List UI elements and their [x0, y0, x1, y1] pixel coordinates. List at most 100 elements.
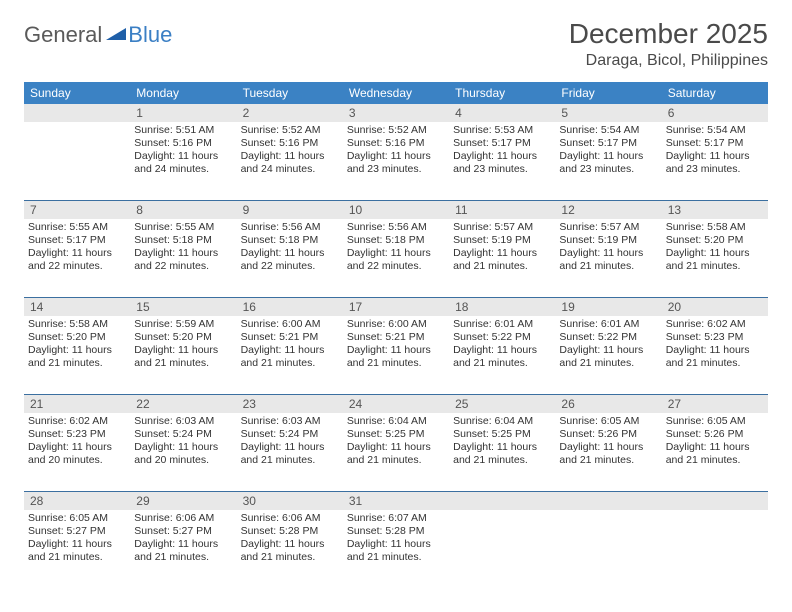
day1-text: Daylight: 11 hours	[28, 538, 126, 551]
sunrise-text: Sunrise: 5:57 AM	[453, 221, 551, 234]
day-number: 1	[130, 104, 236, 122]
day1-text: Daylight: 11 hours	[559, 344, 657, 357]
day2-text: and 23 minutes.	[666, 163, 764, 176]
sunrise-text: Sunrise: 6:00 AM	[347, 318, 445, 331]
day2-text: and 21 minutes.	[453, 260, 551, 273]
week-row: Sunrise: 6:05 AMSunset: 5:27 PMDaylight:…	[24, 510, 768, 588]
day-number: 9	[237, 201, 343, 219]
day-cell: Sunrise: 6:02 AMSunset: 5:23 PMDaylight:…	[662, 316, 768, 394]
sunset-text: Sunset: 5:19 PM	[453, 234, 551, 247]
day-number: 27	[662, 395, 768, 413]
day2-text: and 24 minutes.	[134, 163, 232, 176]
day-number: 20	[662, 298, 768, 316]
sunset-text: Sunset: 5:18 PM	[347, 234, 445, 247]
day1-text: Daylight: 11 hours	[453, 247, 551, 260]
day2-text: and 21 minutes.	[241, 454, 339, 467]
day-number: 24	[343, 395, 449, 413]
day2-text: and 21 minutes.	[559, 357, 657, 370]
day-number: 11	[449, 201, 555, 219]
sunrise-text: Sunrise: 6:00 AM	[241, 318, 339, 331]
sunrise-text: Sunrise: 5:54 AM	[666, 124, 764, 137]
sunrise-text: Sunrise: 5:57 AM	[559, 221, 657, 234]
day1-text: Daylight: 11 hours	[666, 441, 764, 454]
logo-triangle-icon	[106, 26, 126, 45]
day2-text: and 21 minutes.	[453, 454, 551, 467]
day-number: 8	[130, 201, 236, 219]
day1-text: Daylight: 11 hours	[347, 538, 445, 551]
day-cell: Sunrise: 6:03 AMSunset: 5:24 PMDaylight:…	[130, 413, 236, 491]
sunrise-text: Sunrise: 6:03 AM	[134, 415, 232, 428]
weekday-monday: Monday	[130, 82, 236, 104]
sunset-text: Sunset: 5:21 PM	[241, 331, 339, 344]
day2-text: and 21 minutes.	[347, 357, 445, 370]
sunrise-text: Sunrise: 5:56 AM	[241, 221, 339, 234]
sunrise-text: Sunrise: 6:02 AM	[28, 415, 126, 428]
sunrise-text: Sunrise: 6:05 AM	[666, 415, 764, 428]
week-row: Sunrise: 5:55 AMSunset: 5:17 PMDaylight:…	[24, 219, 768, 298]
day2-text: and 21 minutes.	[347, 454, 445, 467]
weekday-header-row: Sunday Monday Tuesday Wednesday Thursday…	[24, 82, 768, 104]
sunrise-text: Sunrise: 5:51 AM	[134, 124, 232, 137]
day-number: 2	[237, 104, 343, 122]
sunset-text: Sunset: 5:20 PM	[28, 331, 126, 344]
day2-text: and 22 minutes.	[28, 260, 126, 273]
sunset-text: Sunset: 5:27 PM	[28, 525, 126, 538]
sunset-text: Sunset: 5:21 PM	[347, 331, 445, 344]
sunrise-text: Sunrise: 5:54 AM	[559, 124, 657, 137]
day2-text: and 22 minutes.	[134, 260, 232, 273]
day-number: 14	[24, 298, 130, 316]
sunrise-text: Sunrise: 6:02 AM	[666, 318, 764, 331]
sunset-text: Sunset: 5:24 PM	[241, 428, 339, 441]
weekday-wednesday: Wednesday	[343, 82, 449, 104]
sunrise-text: Sunrise: 5:53 AM	[453, 124, 551, 137]
daynum-row: 123456	[24, 104, 768, 122]
sunset-text: Sunset: 5:16 PM	[241, 137, 339, 150]
day1-text: Daylight: 11 hours	[347, 150, 445, 163]
calendar-page: General Blue December 2025 Daraga, Bicol…	[0, 0, 792, 600]
day-cell: Sunrise: 6:07 AMSunset: 5:28 PMDaylight:…	[343, 510, 449, 588]
day-cell	[449, 510, 555, 588]
day1-text: Daylight: 11 hours	[241, 538, 339, 551]
weekday-tuesday: Tuesday	[237, 82, 343, 104]
sunrise-text: Sunrise: 6:03 AM	[241, 415, 339, 428]
day-cell: Sunrise: 5:57 AMSunset: 5:19 PMDaylight:…	[449, 219, 555, 297]
sunset-text: Sunset: 5:20 PM	[134, 331, 232, 344]
day-number: 26	[555, 395, 661, 413]
sunrise-text: Sunrise: 6:06 AM	[134, 512, 232, 525]
day-number	[24, 104, 130, 122]
weekday-friday: Friday	[555, 82, 661, 104]
day2-text: and 21 minutes.	[559, 260, 657, 273]
day1-text: Daylight: 11 hours	[559, 150, 657, 163]
day-cell	[662, 510, 768, 588]
day-number: 4	[449, 104, 555, 122]
logo-text-gray: General	[24, 22, 102, 48]
week-row: Sunrise: 5:58 AMSunset: 5:20 PMDaylight:…	[24, 316, 768, 395]
day-number: 22	[130, 395, 236, 413]
day-cell: Sunrise: 5:58 AMSunset: 5:20 PMDaylight:…	[662, 219, 768, 297]
day-cell: Sunrise: 6:06 AMSunset: 5:27 PMDaylight:…	[130, 510, 236, 588]
day2-text: and 21 minutes.	[134, 551, 232, 564]
day2-text: and 21 minutes.	[666, 357, 764, 370]
day-cell: Sunrise: 5:53 AMSunset: 5:17 PMDaylight:…	[449, 122, 555, 200]
day-cell: Sunrise: 5:56 AMSunset: 5:18 PMDaylight:…	[343, 219, 449, 297]
day-cell: Sunrise: 6:04 AMSunset: 5:25 PMDaylight:…	[449, 413, 555, 491]
day-number: 12	[555, 201, 661, 219]
day2-text: and 21 minutes.	[666, 454, 764, 467]
day2-text: and 21 minutes.	[453, 357, 551, 370]
day-number	[662, 492, 768, 510]
daynum-row: 78910111213	[24, 201, 768, 219]
logo: General Blue	[24, 22, 172, 48]
day-number: 23	[237, 395, 343, 413]
page-header: General Blue December 2025 Daraga, Bicol…	[24, 18, 768, 70]
sunset-text: Sunset: 5:18 PM	[134, 234, 232, 247]
day2-text: and 22 minutes.	[241, 260, 339, 273]
day-number: 16	[237, 298, 343, 316]
sunset-text: Sunset: 5:17 PM	[453, 137, 551, 150]
day-cell: Sunrise: 5:54 AMSunset: 5:17 PMDaylight:…	[555, 122, 661, 200]
day-cell: Sunrise: 5:56 AMSunset: 5:18 PMDaylight:…	[237, 219, 343, 297]
day-number: 7	[24, 201, 130, 219]
day-cell: Sunrise: 5:52 AMSunset: 5:16 PMDaylight:…	[237, 122, 343, 200]
day1-text: Daylight: 11 hours	[134, 344, 232, 357]
day-cell: Sunrise: 5:55 AMSunset: 5:17 PMDaylight:…	[24, 219, 130, 297]
day1-text: Daylight: 11 hours	[241, 441, 339, 454]
